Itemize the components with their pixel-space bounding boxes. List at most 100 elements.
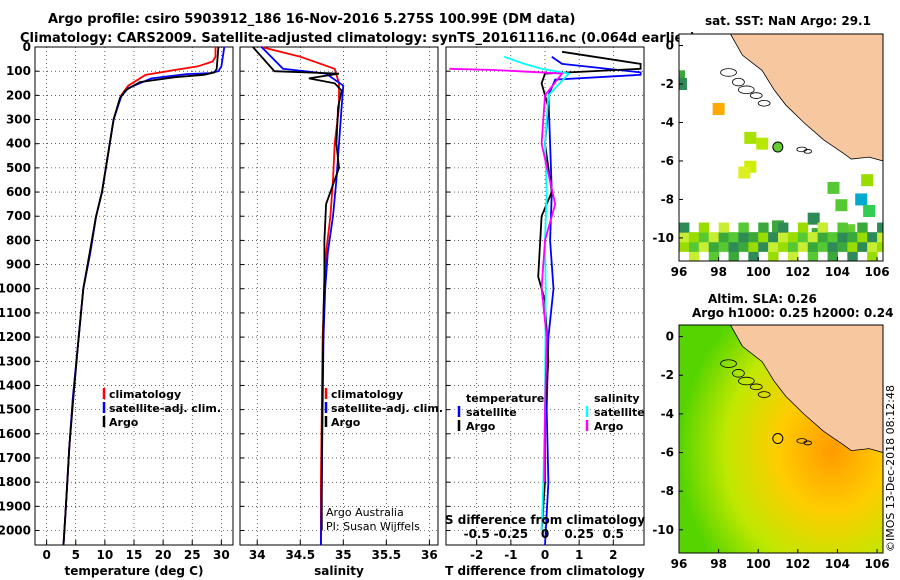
sst-pixel (867, 251, 878, 261)
map-frame (678, 33, 884, 262)
island (757, 391, 771, 398)
sst-pixel (787, 232, 799, 243)
sst-pixel (817, 241, 829, 252)
sst-pixel (679, 222, 690, 233)
sst-pixel (837, 222, 848, 233)
secondary-x-axis-label: S difference from climatology (445, 513, 645, 527)
island (720, 359, 737, 368)
argo-position-marker (772, 141, 784, 153)
island (738, 376, 755, 386)
map-x-tick-label: 100 (746, 557, 771, 571)
sst-pixel (698, 232, 710, 243)
sst-pixel (817, 222, 829, 233)
sst-pixel (708, 232, 720, 243)
sst-pixel (708, 241, 720, 252)
y-tick-label: 800 (6, 233, 31, 247)
sst-pixel (778, 241, 789, 252)
y-tick-label: 200 (6, 88, 31, 102)
map-y-tick-label: -8 (661, 484, 674, 498)
y-tick-label: 400 (6, 137, 31, 151)
island (803, 440, 813, 446)
salinity-panel: 34 34.5 35 35.5 36 salinity climatologysatelli… (239, 46, 443, 578)
sst-pixel (877, 232, 883, 243)
legend-title-temperature: temperature (466, 392, 544, 405)
map-y-tick-label: 0 (666, 330, 674, 344)
difference-panel: -2 -1 0 1 2 T difference from climatology temp… (445, 46, 645, 578)
sst-pixel (847, 241, 858, 252)
x-tick-label: 1 (575, 548, 583, 562)
sst-pixel (857, 222, 868, 233)
x-tick-label: 20 (155, 548, 172, 562)
island (732, 77, 745, 87)
sst-pixel (867, 232, 878, 243)
sst-pixel (817, 232, 829, 243)
x-tick-label: 30 (213, 548, 230, 562)
sst-pixel (728, 251, 739, 261)
sst-pixel (857, 241, 868, 252)
map-content (679, 325, 883, 553)
sst-pixel (797, 232, 809, 243)
sst-pixel (738, 232, 749, 243)
sst-pixel (744, 131, 757, 144)
sst-pixel (807, 232, 819, 243)
y-tick-label: 1200 (0, 330, 31, 344)
x-tick-label: 0 (42, 548, 50, 562)
sst-pixel (679, 232, 690, 243)
legend-label: Argo (594, 420, 624, 433)
sst-pixel (863, 204, 876, 217)
island (720, 68, 737, 77)
map-frame (678, 324, 884, 554)
legend-label: satellite-adj. clim. (109, 402, 221, 415)
title-line-1: Argo profile: csiro 5903912_186 16-Nov-2… (48, 12, 575, 27)
map-content (679, 34, 883, 261)
sst-pixel (837, 232, 848, 243)
sst-pixel (758, 232, 769, 243)
sst-pixel (748, 241, 759, 252)
sst-pixel (712, 103, 725, 116)
sst-pixel (807, 251, 819, 261)
sst-pixel (679, 241, 690, 252)
sst-pixel (698, 222, 710, 233)
series-line-3 (449, 67, 564, 483)
y-tick-label: 1900 (0, 499, 31, 513)
x-axis-label: salinity (314, 564, 364, 578)
map-x-tick-label: 96 (671, 557, 688, 571)
sst-title: sat. SST: NaN Argo: 29.1 (705, 14, 871, 28)
sst-pixel (847, 251, 858, 261)
sst-pixel (768, 251, 779, 261)
y-tick-label: 100 (6, 64, 31, 78)
sst-pixel (738, 166, 751, 179)
map-y-tick-label: -10 (652, 231, 674, 245)
y-tick-label: 0 (23, 40, 31, 54)
island (749, 92, 763, 99)
sst-pixel (748, 232, 759, 243)
sst-pixel (738, 222, 749, 233)
secondary-x-tick-label: 0.5 (603, 527, 624, 541)
imos-watermark: ©IMOS 13-Dec-2018 08:12:48 (884, 385, 897, 552)
x-tick-label: 35 (335, 548, 352, 562)
sst-pixel (698, 241, 710, 252)
legend-label: satellite-adj. clim. (331, 402, 443, 415)
island (749, 383, 763, 391)
sst-pixel (837, 241, 848, 252)
sst-pixel (688, 232, 700, 243)
sla-map: 96 98 100 102 104 106 0 -2 -4 -6 -8 -10 (652, 324, 890, 571)
map-y-tick-label: -4 (661, 115, 674, 129)
x-tick-label: 15 (126, 548, 143, 562)
x-tick-label: 0 (541, 548, 549, 562)
x-tick-label: 36 (421, 548, 438, 562)
legend-label: Argo (331, 416, 361, 429)
sst-pixel (827, 181, 840, 194)
series-line-2 (62, 46, 220, 546)
title-line-2: Climatology: CARS2009. Satellite-adjuste… (20, 31, 696, 46)
legend-label: climatology (109, 388, 181, 401)
island (738, 85, 755, 95)
sst-pixel (718, 241, 730, 252)
plot-frame (239, 46, 439, 546)
secondary-x-tick-label: -0.5 (464, 527, 490, 541)
y-tick-label: 1700 (0, 451, 31, 465)
sst-pixel (835, 199, 848, 212)
legend-label: satellite (594, 406, 645, 419)
y-tick-label: 600 (6, 185, 31, 199)
